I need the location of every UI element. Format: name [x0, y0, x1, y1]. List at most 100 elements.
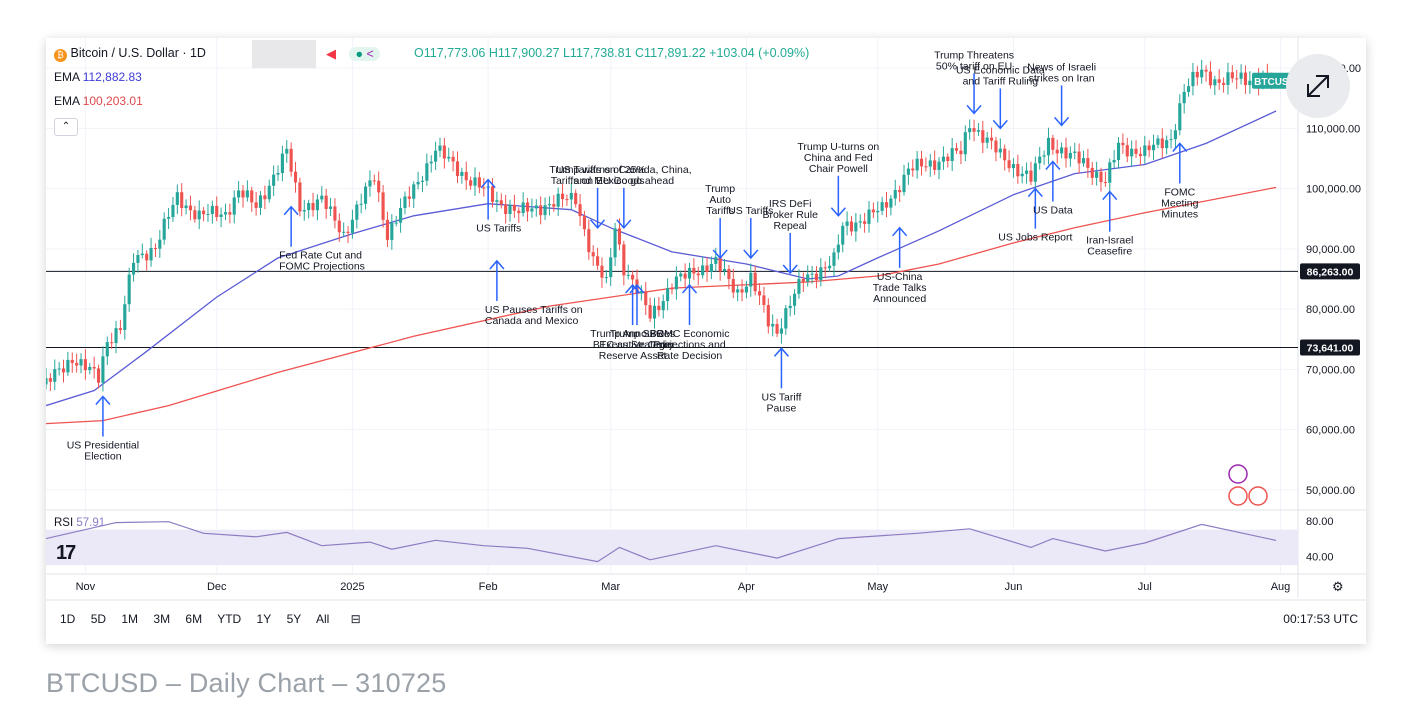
ohlc-values: O117,773.06 H117,900.27 L117,738.81 C117… [414, 46, 810, 60]
annotation-label: Trump Announces [590, 328, 675, 340]
candle-up [950, 137, 954, 172]
candle-up [66, 351, 70, 376]
candle-body [661, 301, 665, 311]
price-chart[interactable]: 50,000.00 60,000.00 70,000.00 80,000.00 90,0… [46, 38, 1366, 644]
candle-up [53, 359, 57, 391]
candle-up [543, 197, 547, 221]
candle-body [1016, 164, 1020, 177]
grid-lines [46, 38, 1298, 574]
candle-down [293, 161, 298, 193]
candle-down [814, 266, 819, 289]
candle-body [823, 267, 827, 269]
candle-body [342, 231, 346, 233]
candle-up [162, 212, 166, 245]
timeframe-6m[interactable]: 6M [185, 612, 203, 626]
candle-down [1217, 69, 1221, 90]
candle-up [968, 119, 972, 140]
expand-icon[interactable] [1286, 54, 1350, 118]
candle-down [254, 192, 258, 216]
candle-down [552, 195, 556, 212]
candle-body [333, 206, 337, 221]
lightning-icon[interactable] [1228, 464, 1248, 484]
candle-down [83, 349, 87, 380]
utc-clock[interactable]: 00:17:53 UTC [1283, 612, 1358, 626]
candle-body [937, 161, 941, 170]
x-tick-label: Jul [1138, 581, 1152, 593]
timeframe-5y[interactable]: 5Y [286, 612, 302, 626]
candle-down [517, 207, 521, 223]
candle-up [1020, 166, 1024, 184]
candle-down [1016, 154, 1020, 184]
candle-down [924, 157, 928, 172]
candle-body [959, 150, 963, 155]
candle-body [1121, 142, 1125, 146]
candle-up [447, 147, 451, 162]
candle-body [289, 148, 293, 172]
candle-up [1038, 146, 1042, 170]
timeframe-all[interactable]: All [315, 612, 330, 626]
candle-body [420, 180, 425, 182]
candle-body [385, 219, 390, 240]
x-tick-label: Aug [1271, 581, 1291, 593]
timeframe-ytd[interactable]: YTD [217, 612, 242, 626]
candle-body [1003, 148, 1007, 161]
candle-body [438, 145, 442, 151]
flag-icon[interactable]: ◀ [326, 46, 336, 61]
share-icon[interactable]: ● < [349, 47, 380, 61]
candle-up [1081, 150, 1086, 167]
candle-up [1042, 150, 1046, 165]
candle-down [385, 211, 390, 248]
candle-up [219, 207, 223, 228]
collapse-icon[interactable]: ⌃ [54, 118, 78, 136]
candle-body [473, 177, 477, 186]
candle-body [346, 231, 350, 233]
candle-body [779, 328, 784, 334]
support-line-label: 73,641.00 [1300, 339, 1360, 356]
flag-badge-icon[interactable] [1228, 486, 1268, 506]
timeframe-1y[interactable]: 1Y [256, 612, 272, 626]
annotation: US Tariffs [476, 178, 521, 235]
timeframe-5d[interactable]: 5D [90, 612, 107, 626]
candle-body [1051, 137, 1055, 150]
candle-down [525, 197, 530, 222]
candle-body [1226, 72, 1230, 85]
timeframe-1m[interactable]: 1M [121, 612, 139, 626]
settings-icon[interactable]: ⚙ [1332, 580, 1344, 595]
candle-body [1195, 71, 1199, 78]
candle-up [1060, 142, 1064, 159]
candle-body [530, 208, 534, 212]
candle-body [219, 214, 223, 217]
annotation-label: Trump U-turns on [797, 141, 879, 153]
annotation: US Jobs Report [998, 187, 1072, 244]
annotation-label: US Jobs Report [998, 232, 1072, 244]
candle-body [1222, 82, 1226, 85]
candle-body [469, 180, 473, 186]
candle-up [302, 199, 306, 221]
y-tick-label: 100,000.00 [1306, 184, 1361, 196]
candle-body [57, 368, 61, 370]
candle-down [298, 177, 302, 217]
candle-body [202, 210, 206, 215]
candle-body [315, 199, 319, 211]
candle-body [889, 198, 893, 208]
timeframe-3m[interactable]: 3M [153, 612, 171, 626]
candle-body [560, 193, 565, 200]
candle-body [455, 161, 460, 177]
candle-body [876, 210, 880, 213]
symbol-badge-text: BTCUSD [1254, 77, 1296, 88]
candle-up [88, 362, 92, 375]
annotation-arrowhead [712, 249, 728, 260]
candle-up [626, 264, 630, 280]
candle-down [241, 184, 245, 208]
candle-up [328, 197, 333, 216]
symbol-title[interactable]: Bitcoin / U.S. Dollar · 1D [70, 46, 206, 60]
candle-down [1090, 162, 1094, 185]
flag-badge-right [1248, 486, 1268, 506]
candle-up [1200, 59, 1204, 84]
calendar-icon[interactable]: ⊟ [350, 612, 361, 626]
candle-body [162, 218, 166, 240]
timeframe-1d[interactable]: 1D [60, 612, 76, 626]
candle-down [565, 194, 569, 206]
candle-body [696, 273, 700, 276]
